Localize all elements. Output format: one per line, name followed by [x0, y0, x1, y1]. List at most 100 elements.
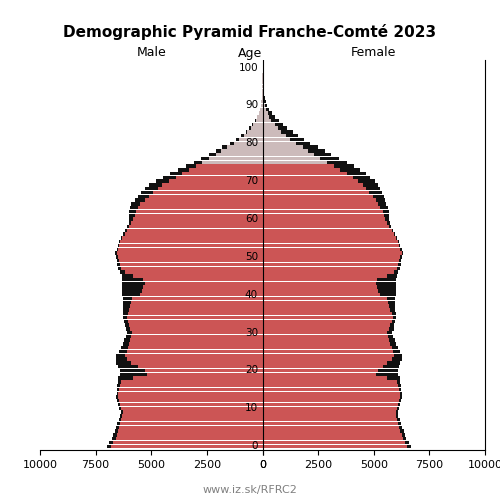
Bar: [378, 290, 396, 292]
Bar: [113, 433, 117, 436]
Bar: [142, 290, 262, 292]
Bar: [392, 320, 395, 323]
Bar: [400, 248, 402, 251]
Bar: [262, 198, 376, 202]
Bar: [394, 270, 398, 274]
Text: 80: 80: [245, 138, 258, 148]
Bar: [136, 210, 262, 213]
Bar: [262, 384, 398, 388]
Bar: [130, 327, 262, 330]
Bar: [262, 350, 392, 354]
Bar: [392, 312, 396, 316]
Bar: [118, 248, 262, 251]
Bar: [314, 153, 332, 156]
Bar: [117, 252, 262, 255]
Bar: [127, 225, 129, 228]
Bar: [130, 304, 262, 308]
Bar: [262, 259, 400, 262]
Bar: [121, 418, 262, 422]
Bar: [120, 369, 144, 372]
Bar: [121, 346, 128, 350]
Bar: [134, 274, 262, 278]
Bar: [387, 331, 392, 334]
Bar: [222, 146, 227, 149]
Bar: [262, 418, 397, 422]
Bar: [392, 346, 398, 350]
Bar: [246, 130, 248, 134]
Bar: [124, 316, 127, 319]
Bar: [262, 369, 378, 372]
Bar: [123, 342, 129, 345]
Text: 0: 0: [252, 441, 258, 451]
Bar: [262, 433, 402, 436]
Bar: [109, 440, 114, 444]
Bar: [347, 172, 366, 176]
Bar: [407, 444, 411, 448]
Bar: [121, 406, 262, 410]
Bar: [122, 282, 144, 285]
Bar: [144, 278, 262, 281]
Text: 40: 40: [245, 290, 258, 300]
Bar: [261, 104, 262, 107]
Bar: [230, 142, 234, 145]
Bar: [262, 206, 380, 210]
Bar: [156, 180, 169, 183]
Bar: [196, 164, 262, 168]
Text: Age: Age: [238, 47, 262, 60]
Bar: [118, 384, 120, 388]
Bar: [390, 324, 394, 327]
Bar: [262, 232, 394, 236]
Bar: [216, 153, 262, 156]
Bar: [376, 282, 396, 285]
Bar: [358, 180, 375, 183]
Bar: [149, 194, 262, 198]
Bar: [327, 160, 346, 164]
Bar: [262, 134, 286, 138]
Bar: [119, 259, 262, 262]
Bar: [119, 388, 262, 391]
Bar: [396, 236, 397, 240]
Bar: [129, 342, 262, 345]
Bar: [262, 426, 400, 429]
Bar: [162, 183, 262, 186]
Bar: [118, 244, 119, 247]
Bar: [118, 430, 262, 433]
Bar: [286, 134, 298, 138]
Bar: [216, 149, 222, 152]
Bar: [131, 221, 262, 224]
Text: 10: 10: [245, 404, 258, 413]
Bar: [262, 252, 402, 255]
Bar: [129, 308, 262, 312]
Bar: [131, 361, 262, 364]
Bar: [262, 104, 265, 107]
Bar: [121, 236, 122, 240]
Text: Demographic Pyramid Franche-Comté 2023: Demographic Pyramid Franche-Comté 2023: [64, 24, 436, 40]
Bar: [398, 384, 400, 388]
Bar: [158, 187, 262, 190]
Bar: [189, 168, 262, 172]
Bar: [308, 149, 325, 152]
Bar: [128, 331, 132, 334]
Bar: [124, 308, 129, 312]
Bar: [397, 380, 400, 384]
Bar: [134, 218, 262, 220]
Bar: [262, 327, 390, 330]
Bar: [400, 430, 404, 433]
Bar: [392, 316, 396, 319]
Bar: [259, 112, 262, 114]
Bar: [262, 168, 340, 172]
Title: Female: Female: [351, 46, 397, 59]
Bar: [129, 210, 136, 213]
Bar: [147, 372, 262, 376]
Bar: [140, 293, 262, 296]
Bar: [125, 228, 127, 232]
Bar: [376, 372, 398, 376]
Bar: [118, 263, 120, 266]
Bar: [402, 252, 403, 255]
Bar: [178, 168, 189, 172]
Bar: [382, 365, 400, 368]
Bar: [340, 168, 360, 172]
Bar: [388, 334, 394, 338]
Bar: [138, 365, 262, 368]
Bar: [272, 119, 278, 122]
